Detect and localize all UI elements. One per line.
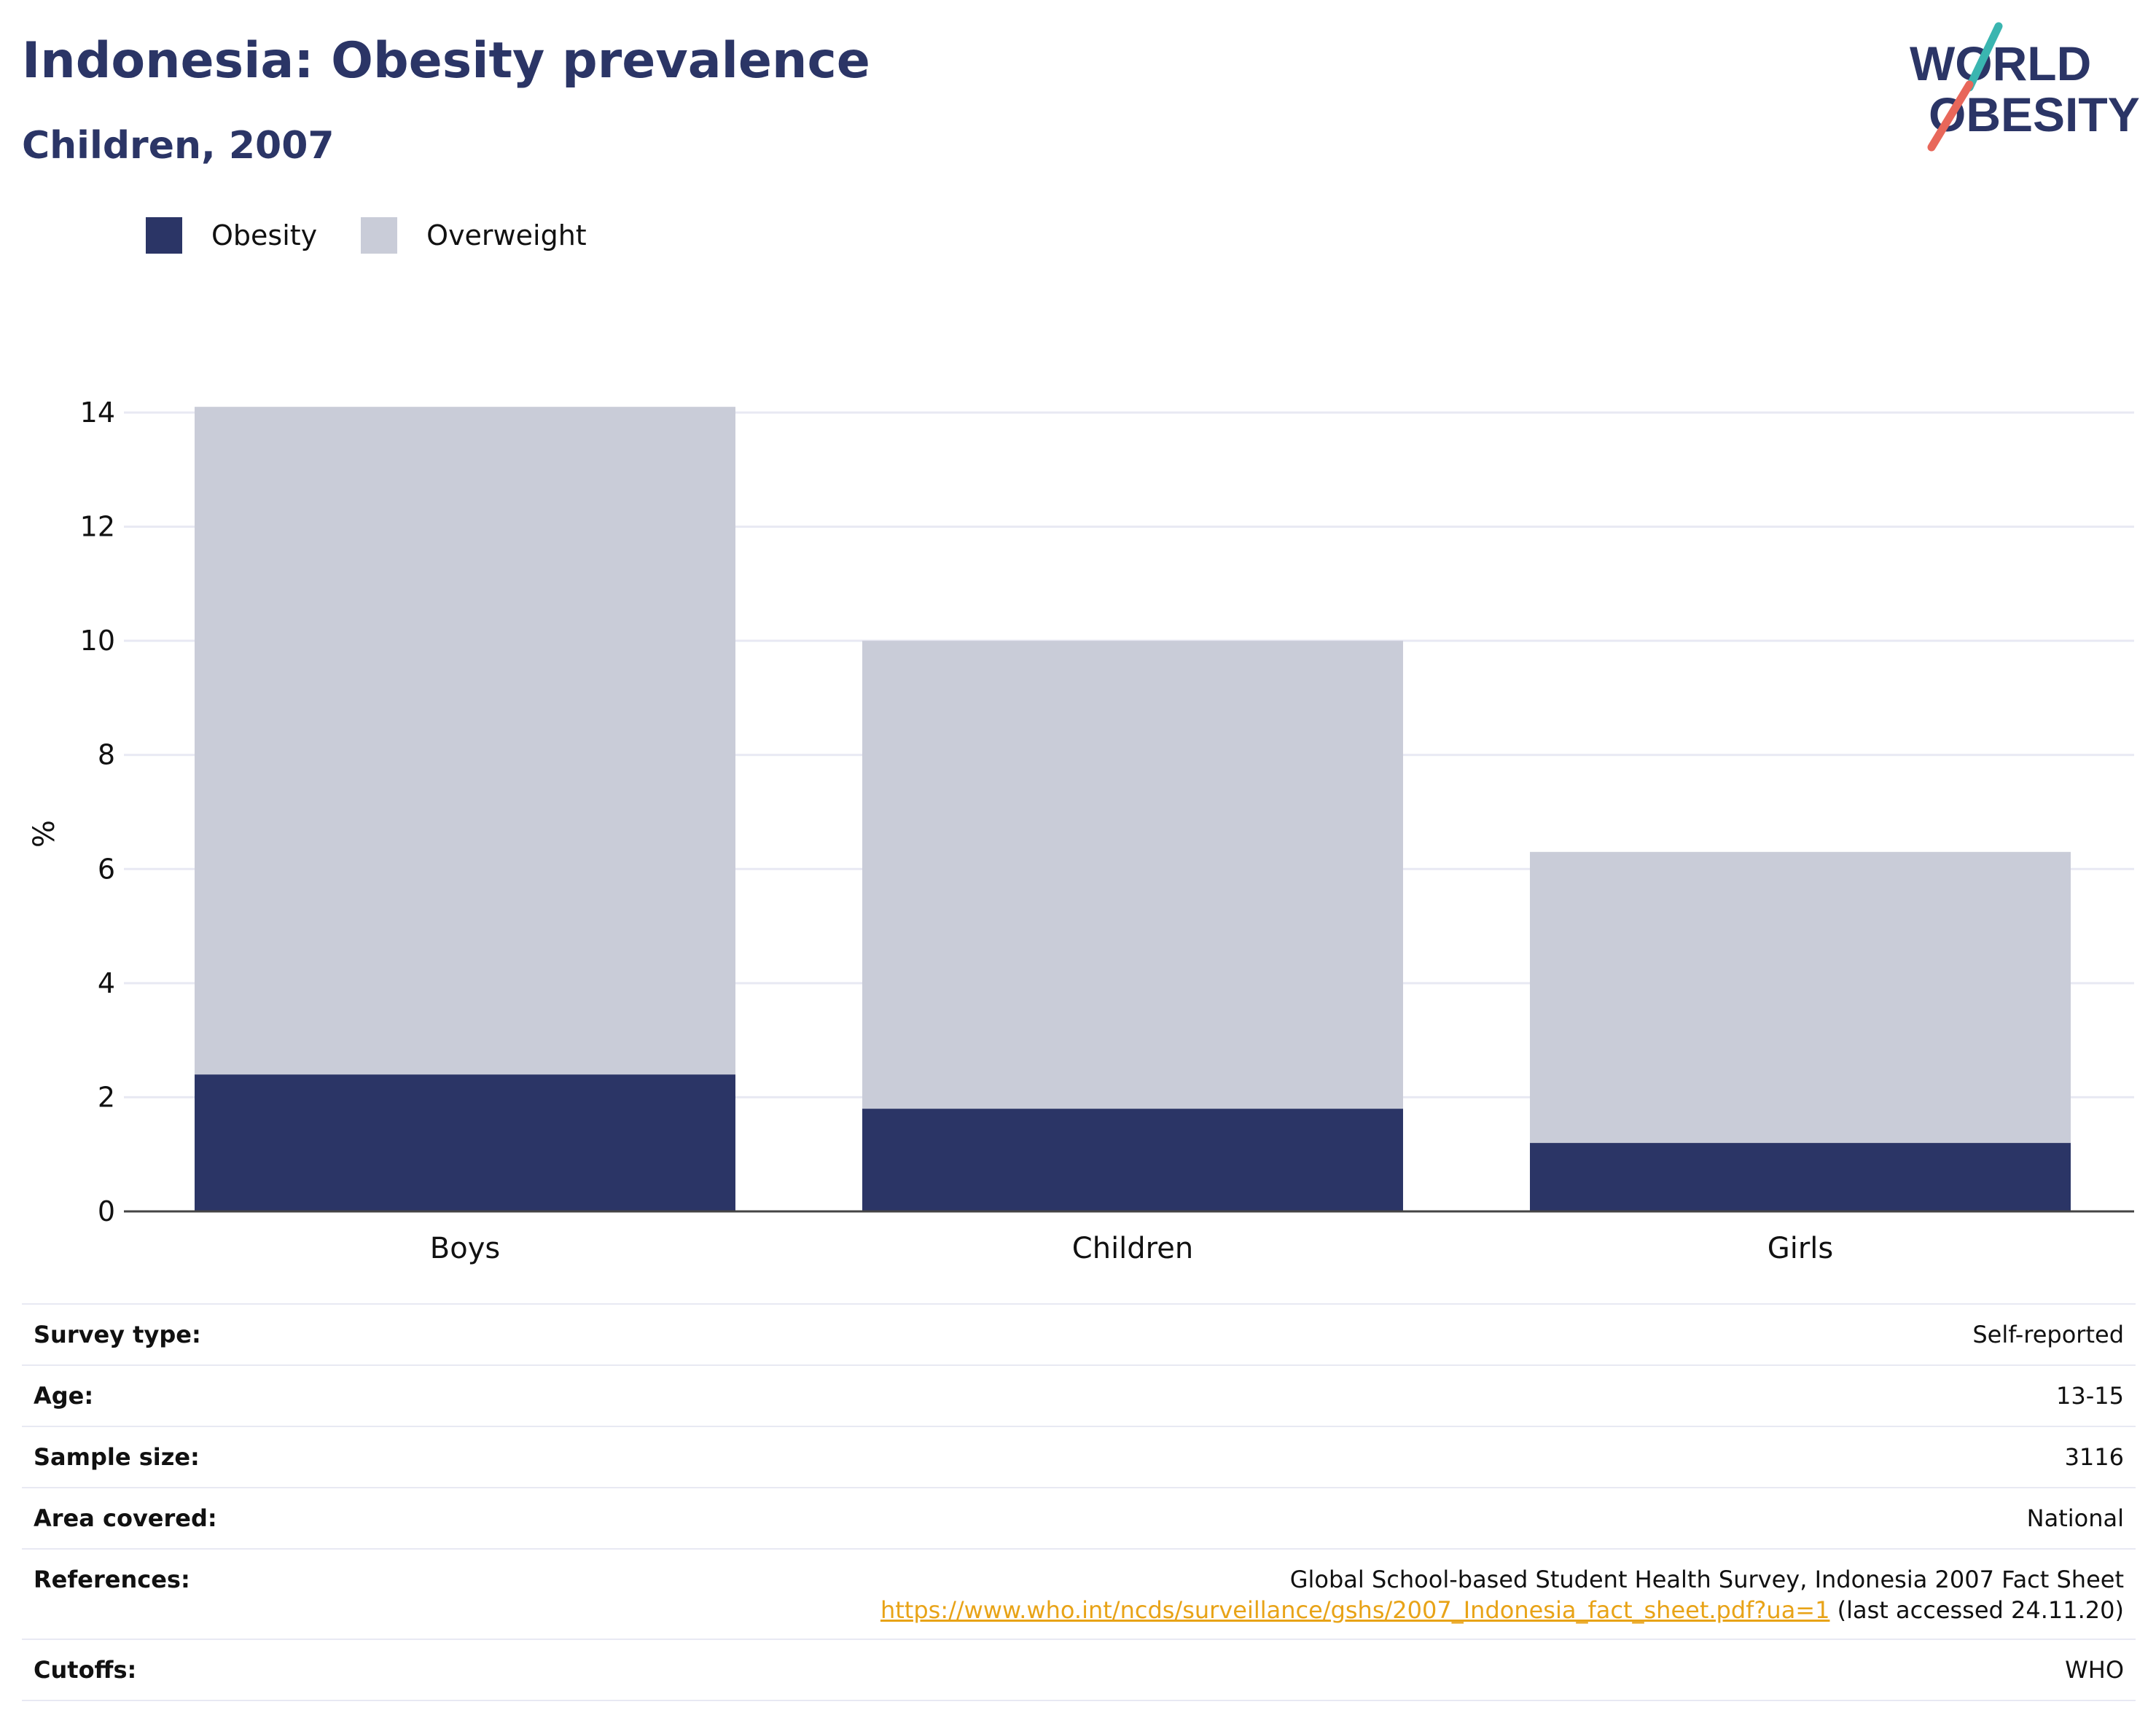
y-tick-label-10: 10 [80,625,115,657]
sample-size-value: 3116 [318,1426,2136,1488]
x-tick-label-children: Children [1072,1232,1193,1265]
bar-chart: 0 2 4 6 8 10 12 14% Boys Children Girls [28,397,2134,1265]
y-tick-label-8: 8 [98,739,115,771]
bar-girls-obesity [1530,1143,2071,1211]
info-row-cutoffs: Cutoffs: WHO [22,1639,2136,1701]
reference-link-line: https://www.who.int/ncds/surveillance/gs… [330,1596,2124,1624]
x-tick-label-girls: Girls [1768,1232,1834,1265]
info-row-area-covered: Area covered: National [22,1487,2136,1549]
y-tick-label-2: 2 [98,1081,115,1113]
area-covered-label: Area covered: [22,1487,319,1549]
reference-title: Global School-based Student Health Surve… [1289,1566,2124,1593]
age-value: 13-15 [318,1364,2136,1426]
area-covered-value: National [318,1487,2136,1549]
sample-size-label: Sample size: [22,1426,319,1488]
info-row-sample-size: Sample size: 3116 [22,1426,2136,1488]
info-row-age: Age: 13-15 [22,1364,2136,1426]
age-label: Age: [22,1364,319,1426]
bar-boys-overweight [195,407,735,1075]
reference-link[interactable]: https://www.who.int/ncds/surveillance/gs… [880,1596,1830,1624]
bar-children-overweight [862,641,1403,1109]
x-tick-label-boys: Boys [430,1232,500,1265]
y-tick-label-0: 0 [98,1195,115,1227]
info-row-survey-type: Survey type: Self-reported [22,1303,2136,1365]
references-label: References: [22,1548,319,1639]
chart-title: Indonesia: Obesity prevalence [22,32,870,90]
chart-subtitle: Children, 2007 [22,124,335,168]
chart-legend: Obesity Overweight [146,216,630,255]
references-value: Global School-based Student Health Surve… [318,1548,2136,1639]
y-tick-label-4: 4 [98,967,115,999]
legend-item-overweight[interactable]: Overweight [361,217,587,254]
logo-slash-teal [1965,22,2003,92]
logo-text-world: WORLD [1910,36,2091,90]
y-tick-label-14: 14 [80,397,115,429]
legend-label-overweight: Overweight [426,219,587,251]
survey-type-label: Survey type: [22,1303,319,1365]
bar-children-obesity [862,1109,1403,1211]
y-tick-label-6: 6 [98,853,115,885]
survey-type-value: Self-reported [318,1303,2136,1365]
cutoffs-value: WHO [318,1639,2136,1701]
cutoffs-label: Cutoffs: [22,1639,319,1701]
legend-swatch-overweight [361,217,398,254]
legend-swatch-obesity [146,217,182,254]
y-tick-label-12: 12 [80,511,115,543]
reference-accessed: (last accessed 24.11.20) [1829,1596,2124,1624]
legend-item-obesity[interactable]: Obesity [146,217,317,254]
bar-boys-obesity [195,1074,735,1211]
world-obesity-logo: WORLD OBESITY [1910,22,2140,152]
bar-girls-overweight [1530,851,2071,1144]
y-axis-title: % [28,820,61,848]
logo-slash-coral [1927,80,1974,152]
survey-info-table: Survey type: Self-reported Age: 13-15 Sa… [22,1303,2136,1701]
info-row-references: References: Global School-based Student … [22,1548,2136,1639]
legend-label-obesity: Obesity [211,219,318,251]
